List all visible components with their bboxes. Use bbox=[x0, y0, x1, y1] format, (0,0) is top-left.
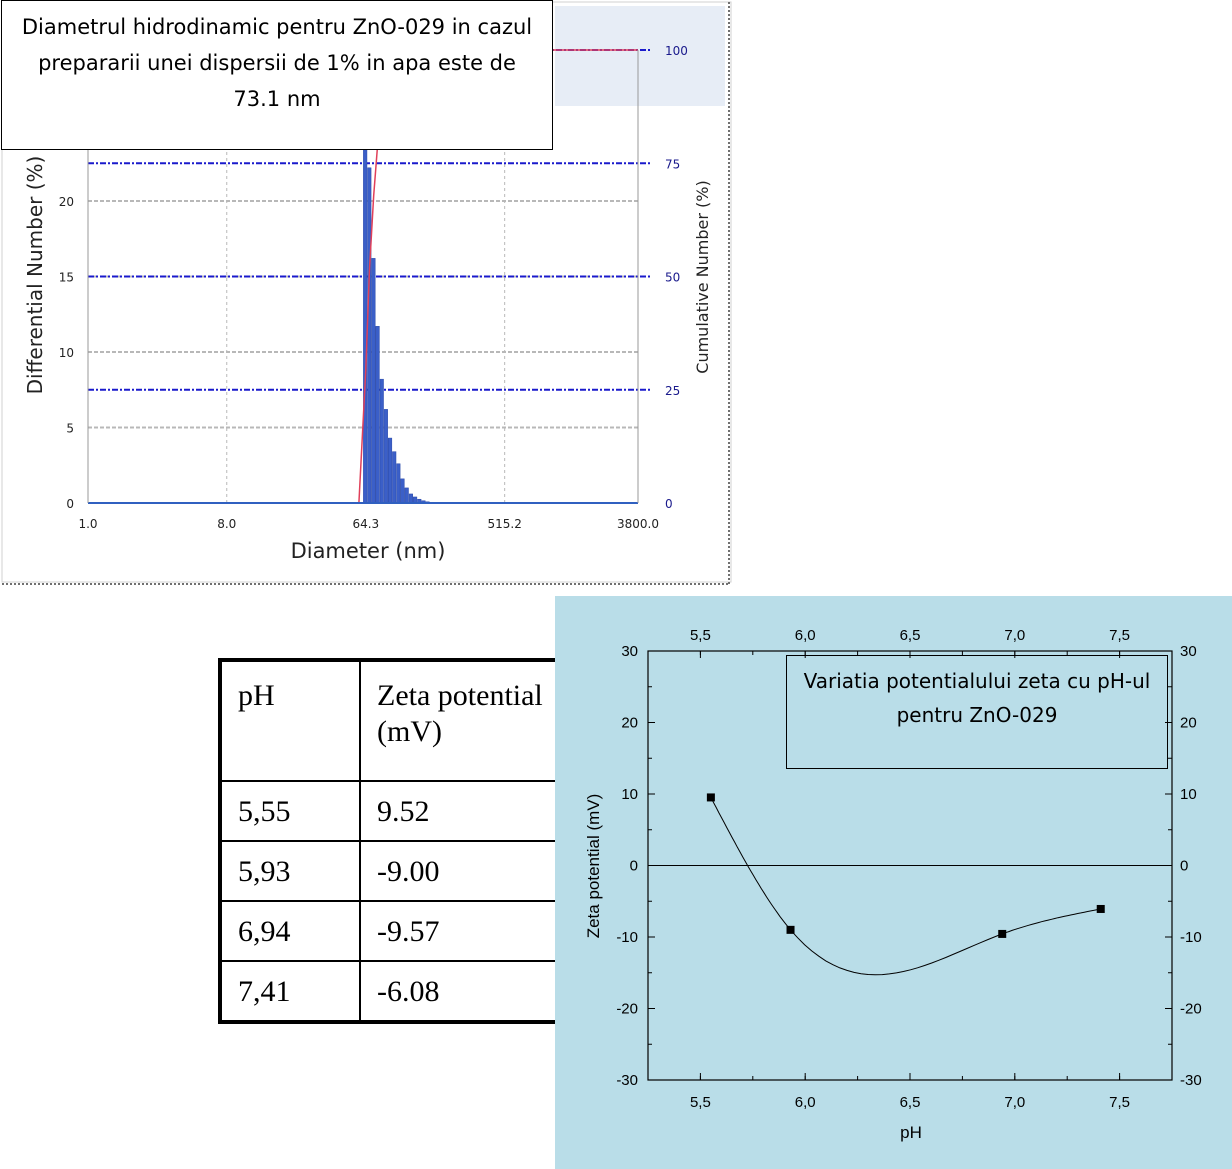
chart2-data-point bbox=[706, 793, 715, 802]
chart1-bar bbox=[371, 258, 376, 504]
chart2-y-tick-label-right: 10 bbox=[1180, 786, 1197, 803]
table-row: 5,93 -9.00 bbox=[219, 839, 572, 902]
chart1-bar bbox=[367, 167, 372, 504]
chart1-x-axis-label: Diameter (nm) bbox=[291, 539, 446, 563]
zeta-table: pH Zeta potential (mV) 5,55 9.52 5,93 -9… bbox=[218, 658, 573, 1024]
table-cell-ph: 6,94 bbox=[219, 899, 361, 962]
chart2-y-tick-label: 0 bbox=[630, 858, 638, 875]
chart2-x-tick-label: 7,5 bbox=[1109, 1094, 1130, 1111]
chart2-x-tick-label-top: 7,5 bbox=[1109, 627, 1130, 644]
zeta-potential-chart: 5,5 5,5 6,0 6,0 6,5 6,5 7,0 7,0 7,5 7,5 -30 -30 -20 -… bbox=[584, 627, 1202, 1142]
chart1-bar bbox=[383, 409, 388, 504]
chart2-y-tick-label: -30 bbox=[616, 1072, 638, 1089]
chart2-x-tick-label: 6,5 bbox=[900, 1094, 921, 1111]
chart1-bar bbox=[379, 378, 384, 504]
chart2-x-tick-label-top: 5,5 bbox=[690, 627, 711, 644]
table-cell-zeta: -6.08 bbox=[359, 959, 572, 1024]
chart1-y-tick-label: 5 bbox=[66, 422, 74, 436]
chart1-y2-tick-label: 75 bbox=[665, 157, 680, 171]
table-cell-zeta: -9.57 bbox=[359, 899, 572, 962]
table-header-zeta: Zeta potential (mV) bbox=[359, 659, 572, 782]
chart2-y-tick-label-right: -10 bbox=[1180, 929, 1202, 946]
chart1-bar bbox=[396, 463, 401, 504]
chart2-y-tick-label-right: -20 bbox=[1180, 1001, 1202, 1018]
table-cell-ph: 5,93 bbox=[219, 839, 361, 902]
chart1-y-tick-label: 0 bbox=[66, 497, 74, 511]
chart1-y-tick-label: 20 bbox=[59, 195, 74, 209]
chart1-y2-tick-label: 100 bbox=[665, 44, 688, 58]
table-row: 6,94 -9.57 bbox=[219, 899, 572, 962]
chart1-x-tick-label: 64.3 bbox=[352, 517, 379, 531]
chart2-data-point bbox=[1096, 904, 1105, 913]
chart2-y-tick-label: 10 bbox=[621, 786, 638, 803]
chart2-y-axis-label: Zeta potential (mV) bbox=[584, 794, 603, 939]
table-header-ph: pH bbox=[219, 659, 361, 782]
chart2-y-tick-label: 20 bbox=[621, 715, 638, 732]
chart2-data-point bbox=[786, 925, 795, 934]
chart1-bar bbox=[392, 451, 397, 504]
chart1-x-tick-label: 1.0 bbox=[78, 517, 97, 531]
chart2-y-tick-label-right: 0 bbox=[1180, 858, 1188, 875]
chart2-x-tick-label-top: 6,0 bbox=[795, 627, 816, 644]
chart2-x-tick-label: 5,5 bbox=[690, 1094, 711, 1111]
chart1-y2-axis-label: Cumulative Number (%) bbox=[693, 180, 712, 373]
chart2-y-tick-label: -10 bbox=[616, 929, 638, 946]
chart1-x-tick-label: 8.0 bbox=[217, 517, 236, 531]
chart2-y-tick-label: 30 bbox=[621, 643, 638, 660]
chart2-data-point bbox=[998, 929, 1007, 938]
chart2-y-tick-label-right: 20 bbox=[1180, 715, 1197, 732]
chart2-y-tick-label-right: 30 bbox=[1180, 643, 1197, 660]
chart1-y2-tick-label: 0 bbox=[665, 497, 673, 511]
chart1-x-tick-label: 3800.0 bbox=[617, 517, 659, 531]
chart1-y-axis-label: Differential Number (%) bbox=[23, 156, 47, 395]
chart2-x-tick-label-top: 7,0 bbox=[1004, 627, 1025, 644]
table-header-row: pH Zeta potential (mV) bbox=[219, 659, 572, 782]
chart2-y-tick-label-right: -30 bbox=[1180, 1072, 1202, 1089]
chart2-x-tick-label: 6,0 bbox=[795, 1094, 816, 1111]
chart2-x-tick-label-top: 6,5 bbox=[900, 627, 921, 644]
table-cell-ph: 5,55 bbox=[219, 780, 361, 842]
chart1-y2-tick-label: 25 bbox=[665, 384, 680, 398]
chart2-y-tick-label: -20 bbox=[616, 1001, 638, 1018]
table-cell-ph: 7,41 bbox=[219, 959, 361, 1024]
table-row: 5,55 9.52 bbox=[219, 780, 572, 842]
chart1-header-band bbox=[555, 6, 725, 106]
size-distribution-caption: Diametrul hidrodinamic pentru ZnO-029 in… bbox=[1, 0, 553, 150]
chart1-y-tick-label: 10 bbox=[59, 346, 74, 360]
chart1-y2-tick-label: 50 bbox=[665, 271, 680, 285]
table-cell-zeta: -9.00 bbox=[359, 839, 572, 902]
chart1-bar bbox=[375, 326, 380, 504]
chart1-bar bbox=[388, 437, 393, 504]
chart2-series-line bbox=[710, 797, 1101, 976]
chart1-bar bbox=[408, 493, 413, 504]
chart1-y-tick-label: 15 bbox=[59, 271, 74, 285]
chart2-x-tick-label: 7,0 bbox=[1004, 1094, 1025, 1111]
table-row: 7,41 -6.08 bbox=[219, 959, 572, 1024]
zeta-chart-panel: 5,5 5,5 6,0 6,0 6,5 6,5 7,0 7,0 7,5 7,5 -30 -30 -20 -… bbox=[555, 596, 1232, 1169]
chart2-x-axis-label: pH bbox=[900, 1123, 922, 1142]
zeta-caption: Variatia potentialului zeta cu pH-ul pen… bbox=[786, 655, 1168, 769]
chart1-bar bbox=[404, 487, 409, 504]
table-cell-zeta: 9.52 bbox=[359, 780, 572, 842]
chart1-bar bbox=[400, 478, 405, 504]
chart1-x-tick-label: 515.2 bbox=[487, 517, 521, 531]
